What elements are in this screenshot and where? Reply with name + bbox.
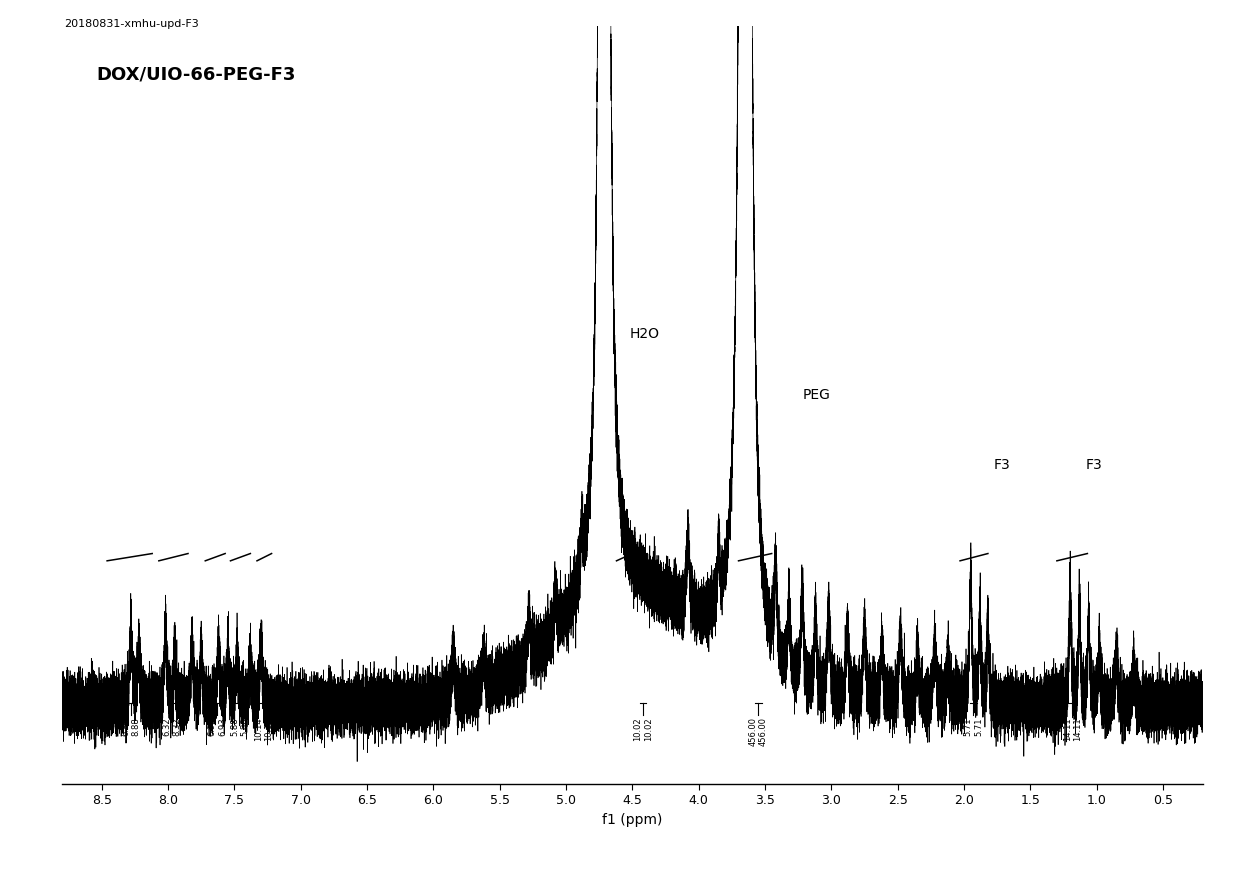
Text: 20180831-xmhu-upd-F3: 20180831-xmhu-upd-F3 xyxy=(64,19,200,29)
Text: 10.14
10.14: 10.14 10.14 xyxy=(254,717,273,741)
Text: 6.88
8.88: 6.88 8.88 xyxy=(122,717,140,736)
Text: DOX/UIO-66-PEG-F3: DOX/UIO-66-PEG-F3 xyxy=(97,65,296,84)
Text: 6.93
6.93: 6.93 6.93 xyxy=(207,717,227,736)
Text: F3: F3 xyxy=(993,457,1009,472)
Text: PEG: PEG xyxy=(802,388,830,402)
Text: 456.00
456.00: 456.00 456.00 xyxy=(749,717,768,746)
Text: 14.11
14.11: 14.11 14.11 xyxy=(1063,717,1083,741)
Text: 5.71
5.71: 5.71 5.71 xyxy=(963,717,983,736)
Text: F3: F3 xyxy=(1086,457,1102,472)
Text: 10.02
10.02: 10.02 10.02 xyxy=(634,717,652,741)
Text: H2O: H2O xyxy=(630,327,660,341)
Text: 6.32
8.32: 6.32 8.32 xyxy=(162,717,182,736)
X-axis label: f1 (ppm): f1 (ppm) xyxy=(603,813,662,827)
Text: 5.88
5.88: 5.88 5.88 xyxy=(231,717,249,736)
